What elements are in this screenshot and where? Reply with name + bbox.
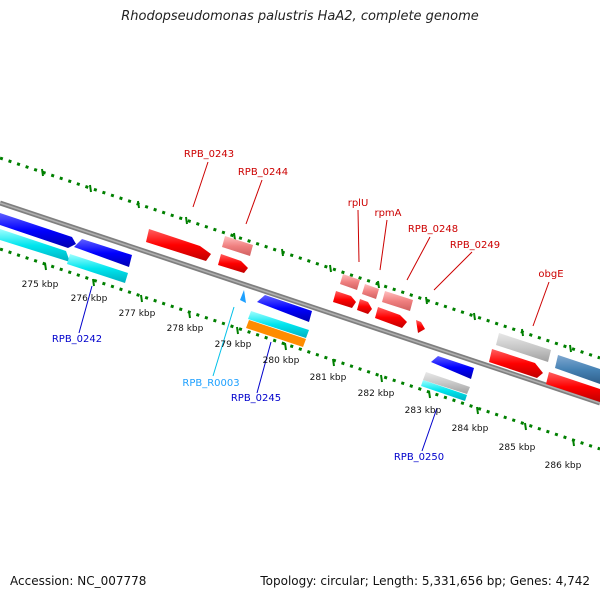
gene-rpb0248[interactable]: [382, 291, 413, 311]
tick-label: 275 kbp: [22, 280, 59, 290]
gene-obgE-gray[interactable]: [496, 333, 551, 362]
gene-reverse-2[interactable]: [67, 239, 132, 283]
gene-rpb0250[interactable]: [431, 356, 474, 379]
label-rpb0242[interactable]: RPB_0242: [52, 334, 102, 345]
label-rpb0249[interactable]: RPB_0249: [450, 240, 500, 251]
label-rpb0248[interactable]: RPB_0248: [408, 224, 458, 235]
tick-label: 284 kbp: [452, 424, 489, 434]
gene-rpb0248-red[interactable]: [375, 307, 407, 328]
gene-rplU-red[interactable]: [333, 291, 356, 308]
tick-label: 285 kbp: [499, 443, 536, 453]
label-leaders: [78, 161, 550, 452]
backbone-highlight: [0, 202, 600, 404]
gene-rpmA-red[interactable]: [357, 299, 372, 314]
label-rpbR0003[interactable]: RPB_R0003: [182, 378, 239, 389]
tick-label: 286 kbp: [545, 461, 582, 471]
gene-rpb0245[interactable]: [257, 295, 312, 322]
label-rpb0250[interactable]: RPB_0250: [394, 452, 444, 463]
gene-steelblue[interactable]: [555, 355, 600, 384]
tick-label: 283 kbp: [405, 406, 442, 416]
gene-rplU[interactable]: [340, 274, 360, 290]
label-rpb0244[interactable]: RPB_0244: [238, 167, 288, 178]
gene-rpmA[interactable]: [362, 284, 379, 299]
accession-label: Accession: NC_007778: [10, 574, 147, 588]
label-rpb0243[interactable]: RPB_0243: [184, 149, 234, 160]
tick-label: 281 kbp: [310, 373, 347, 383]
gene-rpbR0003[interactable]: [240, 290, 246, 303]
tick-label: 278 kbp: [167, 324, 204, 334]
tick-label: 279 kbp: [215, 340, 252, 350]
gene-rpb0245-orange[interactable]: [246, 320, 306, 347]
genome-summary: Topology: circular; Length: 5,331,656 bp…: [260, 574, 590, 588]
major-ticks: [44, 262, 575, 447]
gene-red-right[interactable]: [546, 372, 600, 402]
gene-rpb0250-cyan[interactable]: [421, 380, 467, 401]
lower-tick-ruler: [0, 247, 600, 451]
tick-label: 280 kbp: [263, 356, 300, 366]
upper-major-ticks: [41, 168, 572, 353]
gene-rpb0250-gray[interactable]: [423, 372, 470, 394]
map-title: Rhodopseudomonas palustris HaA2, complet…: [121, 9, 479, 24]
gene-rpb0245-cyan[interactable]: [248, 311, 309, 338]
gene-rpb0243[interactable]: [146, 229, 211, 261]
tick-label: 282 kbp: [358, 389, 395, 399]
label-rpmA[interactable]: rpmA: [374, 208, 401, 219]
tick-label: 277 kbp: [119, 309, 156, 319]
upper-tick-ruler: [0, 156, 600, 360]
gene-obgE[interactable]: [489, 349, 543, 378]
gene-rpb0242[interactable]: [0, 213, 76, 262]
gene-rpb0244[interactable]: [222, 236, 253, 256]
label-rpb0245[interactable]: RPB_0245: [231, 393, 281, 404]
label-rplU[interactable]: rplU: [348, 198, 369, 209]
gene-rpb0244b[interactable]: [218, 254, 248, 273]
label-obgE[interactable]: obgE: [538, 269, 563, 280]
tick-label: 276 kbp: [71, 294, 108, 304]
gene-rpb0249[interactable]: [416, 320, 425, 333]
